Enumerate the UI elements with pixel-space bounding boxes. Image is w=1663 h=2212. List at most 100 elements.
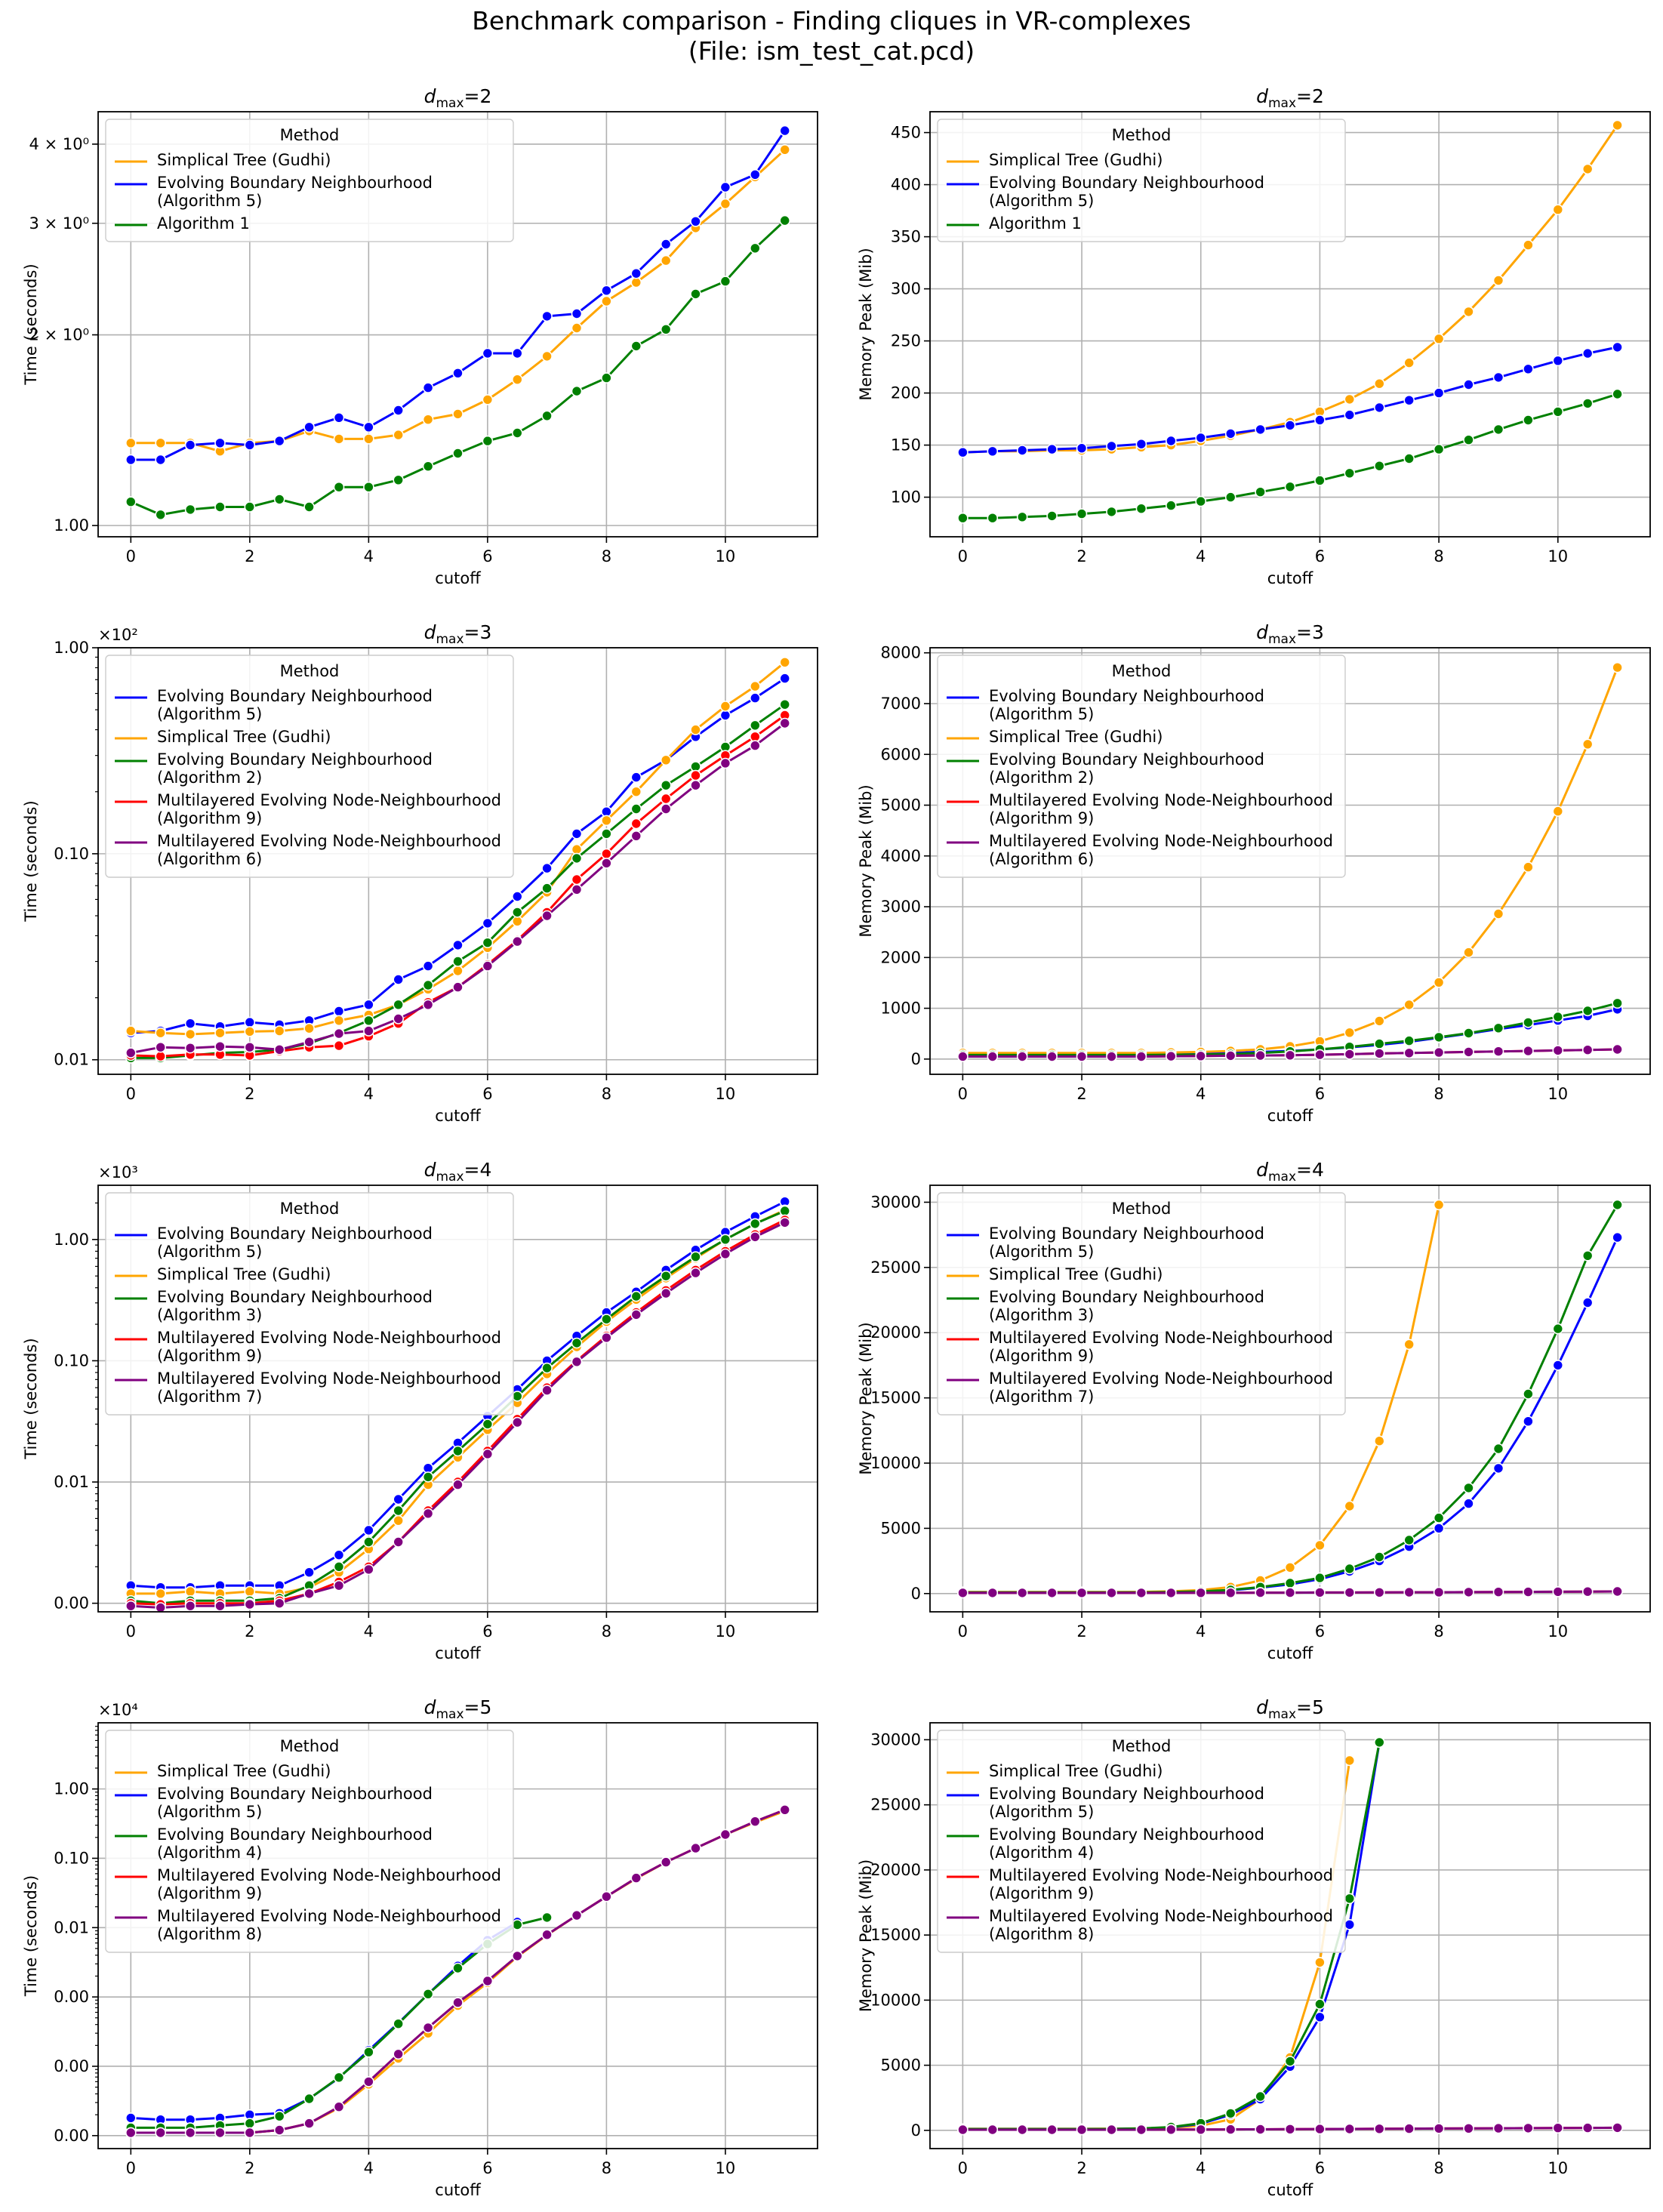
data-point	[1314, 1049, 1326, 1061]
data-point	[660, 323, 672, 335]
data-point	[601, 372, 612, 384]
x-tick-label: 6	[1315, 2159, 1325, 2177]
data-point	[1612, 341, 1623, 353]
data-point	[1374, 1048, 1385, 1059]
data-point	[1076, 442, 1088, 454]
data-point	[1492, 1046, 1504, 1057]
x-tick-label: 0	[958, 1085, 968, 1103]
x-axis-label: cutoff	[435, 1644, 481, 1662]
data-point	[749, 169, 761, 180]
legend-entry: Simplical Tree (Gudhi)	[989, 728, 1163, 746]
data-point	[957, 512, 969, 524]
data-point	[273, 435, 285, 447]
data-point	[1463, 1482, 1474, 1494]
y-tick-label: 1.00	[54, 639, 89, 657]
legend-entry: Multilayered Evolving Node-Neighbourhood…	[157, 1907, 501, 1943]
data-point	[155, 509, 166, 521]
data-point	[541, 1385, 553, 1396]
series-group	[957, 661, 1623, 1062]
data-point	[1374, 1736, 1385, 1748]
legend: Method Simplical Tree (Gudhi) Evolving Bou…	[937, 119, 1346, 242]
data-point	[1106, 2124, 1117, 2136]
data-point	[452, 965, 463, 977]
data-point	[125, 1047, 137, 1058]
data-point	[214, 501, 226, 513]
y-axis-label: Time (seconds)	[22, 263, 40, 385]
data-point	[1076, 508, 1088, 519]
data-point	[1046, 1587, 1058, 1599]
data-point	[422, 1508, 434, 1520]
y-tick-label: 350	[891, 228, 921, 246]
data-point	[422, 960, 434, 972]
data-point	[571, 1337, 583, 1349]
data-point	[214, 437, 226, 449]
data-point	[749, 1816, 761, 1827]
data-point	[1581, 1297, 1594, 1308]
data-point	[244, 501, 256, 513]
data-point	[363, 999, 374, 1011]
data-point	[1581, 1005, 1594, 1017]
data-point	[184, 504, 196, 516]
data-point	[393, 2018, 405, 2029]
data-point	[155, 1588, 166, 1600]
data-point	[601, 295, 612, 307]
data-point	[1612, 1585, 1623, 1597]
data-point	[155, 2127, 166, 2139]
data-point	[303, 1022, 315, 1034]
data-point	[1224, 1587, 1236, 1599]
x-axis-label: cutoff	[1267, 569, 1313, 587]
data-point	[660, 1287, 672, 1299]
legend-entry: Simplical Tree (Gudhi)	[989, 1265, 1163, 1283]
data-point	[244, 2127, 256, 2139]
data-point	[541, 1912, 553, 1924]
data-point	[511, 374, 523, 386]
data-point	[541, 410, 553, 422]
data-point	[1403, 1534, 1415, 1546]
data-point	[1344, 1893, 1356, 1905]
data-point	[214, 1027, 226, 1039]
y-tick-label: 0.00	[54, 1594, 89, 1613]
data-point	[1374, 377, 1385, 390]
axes-frame	[929, 111, 1651, 538]
chart-panel-6: 0 2 4 6 8 10 0 5000 10000 15000 20000 25000 30000 dma…	[857, 1159, 1651, 1662]
data-point	[482, 917, 494, 929]
data-point	[244, 2118, 256, 2129]
x-tick-label: 4	[1196, 1622, 1206, 1641]
data-point	[660, 779, 672, 791]
data-point	[511, 916, 523, 927]
data-point	[214, 1040, 226, 1052]
data-point	[184, 1018, 196, 1029]
data-point	[749, 1218, 761, 1230]
x-tick-label: 0	[126, 2159, 136, 2177]
series-group	[957, 119, 1623, 524]
data-point	[333, 1561, 345, 1573]
data-point	[1135, 1587, 1147, 1599]
series-group	[125, 125, 790, 521]
data-point	[1255, 1049, 1266, 1061]
data-point	[601, 285, 612, 297]
data-point	[571, 322, 583, 334]
axes-frame	[97, 1185, 818, 1613]
data-point	[393, 1493, 405, 1505]
data-point	[1463, 379, 1474, 390]
data-point	[1492, 371, 1504, 384]
data-point	[1433, 1512, 1445, 1523]
data-point	[1463, 1586, 1474, 1598]
data-point	[1403, 1586, 1415, 1598]
data-point	[125, 1025, 137, 1037]
data-point	[273, 1044, 285, 1055]
data-point	[779, 214, 790, 226]
data-point	[184, 1042, 196, 1054]
data-point	[303, 1036, 315, 1048]
data-point	[244, 1016, 256, 1028]
legend: Method Evolving Boundary Neighbourhood (Al…	[937, 1192, 1346, 1416]
data-point	[393, 405, 405, 416]
data-point	[630, 1290, 642, 1302]
x-tick-label: 0	[126, 547, 136, 565]
data-point	[333, 1006, 345, 1017]
data-point	[1076, 1051, 1088, 1062]
data-point	[1552, 355, 1564, 367]
data-point	[1374, 1015, 1385, 1027]
data-point	[1552, 1586, 1564, 1597]
data-point	[1581, 347, 1594, 359]
